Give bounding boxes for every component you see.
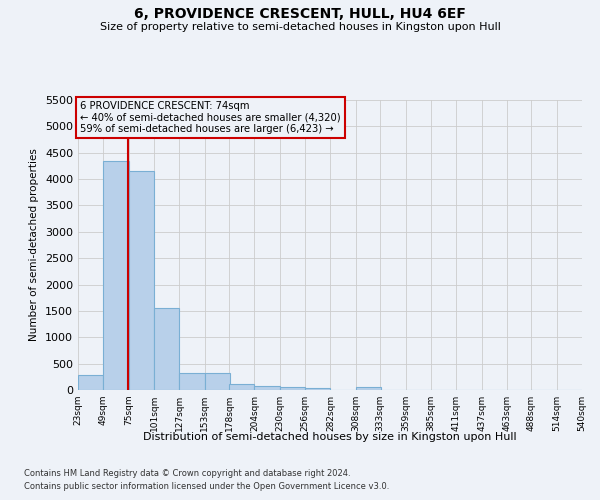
Bar (179, 372, 205, 390)
Bar (254, 386, 280, 390)
Text: Distribution of semi-detached houses by size in Kingston upon Hull: Distribution of semi-detached houses by … (143, 432, 517, 442)
Bar (205, 372, 230, 390)
Text: 6, PROVIDENCE CRESCENT, HULL, HU4 6EF: 6, PROVIDENCE CRESCENT, HULL, HU4 6EF (134, 8, 466, 22)
Bar (280, 387, 305, 390)
Bar (229, 384, 254, 390)
Text: Contains HM Land Registry data © Crown copyright and database right 2024.: Contains HM Land Registry data © Crown c… (24, 468, 350, 477)
Text: Contains public sector information licensed under the Open Government Licence v3: Contains public sector information licen… (24, 482, 389, 491)
Y-axis label: Number of semi-detached properties: Number of semi-detached properties (29, 148, 40, 342)
Text: Size of property relative to semi-detached houses in Kingston upon Hull: Size of property relative to semi-detach… (100, 22, 500, 32)
Bar (103, 160, 128, 390)
Bar (128, 171, 154, 390)
Bar (154, 308, 179, 390)
Bar (305, 388, 331, 390)
Bar (78, 375, 103, 390)
Text: 6 PROVIDENCE CRESCENT: 74sqm
← 40% of semi-detached houses are smaller (4,320)
5: 6 PROVIDENCE CRESCENT: 74sqm ← 40% of se… (80, 101, 341, 134)
Bar (356, 387, 381, 390)
